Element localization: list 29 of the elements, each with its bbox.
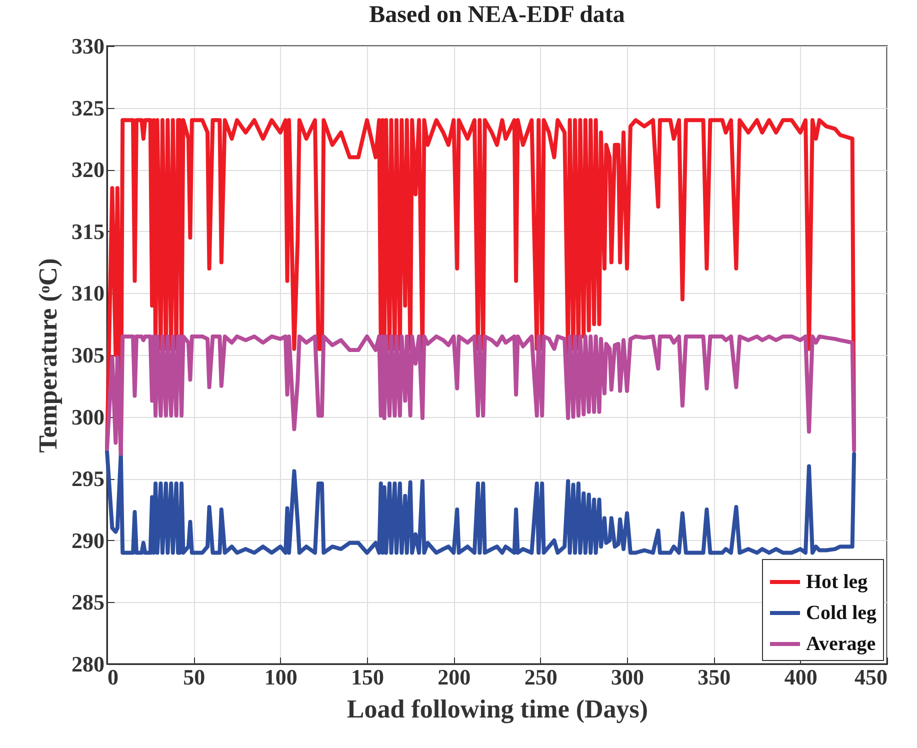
- x-tick-label: 150: [351, 664, 384, 690]
- y-tick-label: 310: [72, 280, 104, 306]
- y-tick-label: 300: [72, 404, 104, 430]
- x-tick-label: 200: [438, 664, 471, 690]
- chart-title: Based on NEA-EDF data: [369, 2, 625, 28]
- x-axis-title: Load following time (Days): [346, 694, 648, 724]
- y-tick-label: 320: [72, 157, 104, 182]
- x-tick-label: 250: [524, 664, 558, 690]
- line-series: [105, 449, 856, 555]
- x-tick-label: 400: [784, 664, 818, 690]
- y-tick-label: 315: [72, 218, 104, 244]
- y-tick-label: 305: [72, 342, 104, 368]
- legend-label: Average: [806, 633, 876, 655]
- y-tick-label: 330: [72, 34, 104, 58]
- x-tick-label: 0: [108, 664, 118, 690]
- y-axis-title: Temperature (ᵒC): [34, 258, 62, 453]
- x-tick-label: 350: [698, 664, 731, 690]
- x-tick-label: 300: [611, 664, 644, 690]
- legend-label: Cold leg: [806, 602, 877, 624]
- line-series: [105, 334, 856, 456]
- y-tick-label: 325: [72, 95, 104, 120]
- y-tick-label: 295: [72, 466, 104, 492]
- x-tick-label: 50: [183, 664, 206, 690]
- y-tick-label: 290: [72, 528, 104, 553]
- y-tick-label: 280: [72, 652, 104, 676]
- x-tick-label: 450: [854, 664, 888, 690]
- y-tick-label: 285: [72, 590, 104, 615]
- x-tick-label: 100: [264, 664, 298, 690]
- legend-label: Hot leg: [806, 571, 868, 593]
